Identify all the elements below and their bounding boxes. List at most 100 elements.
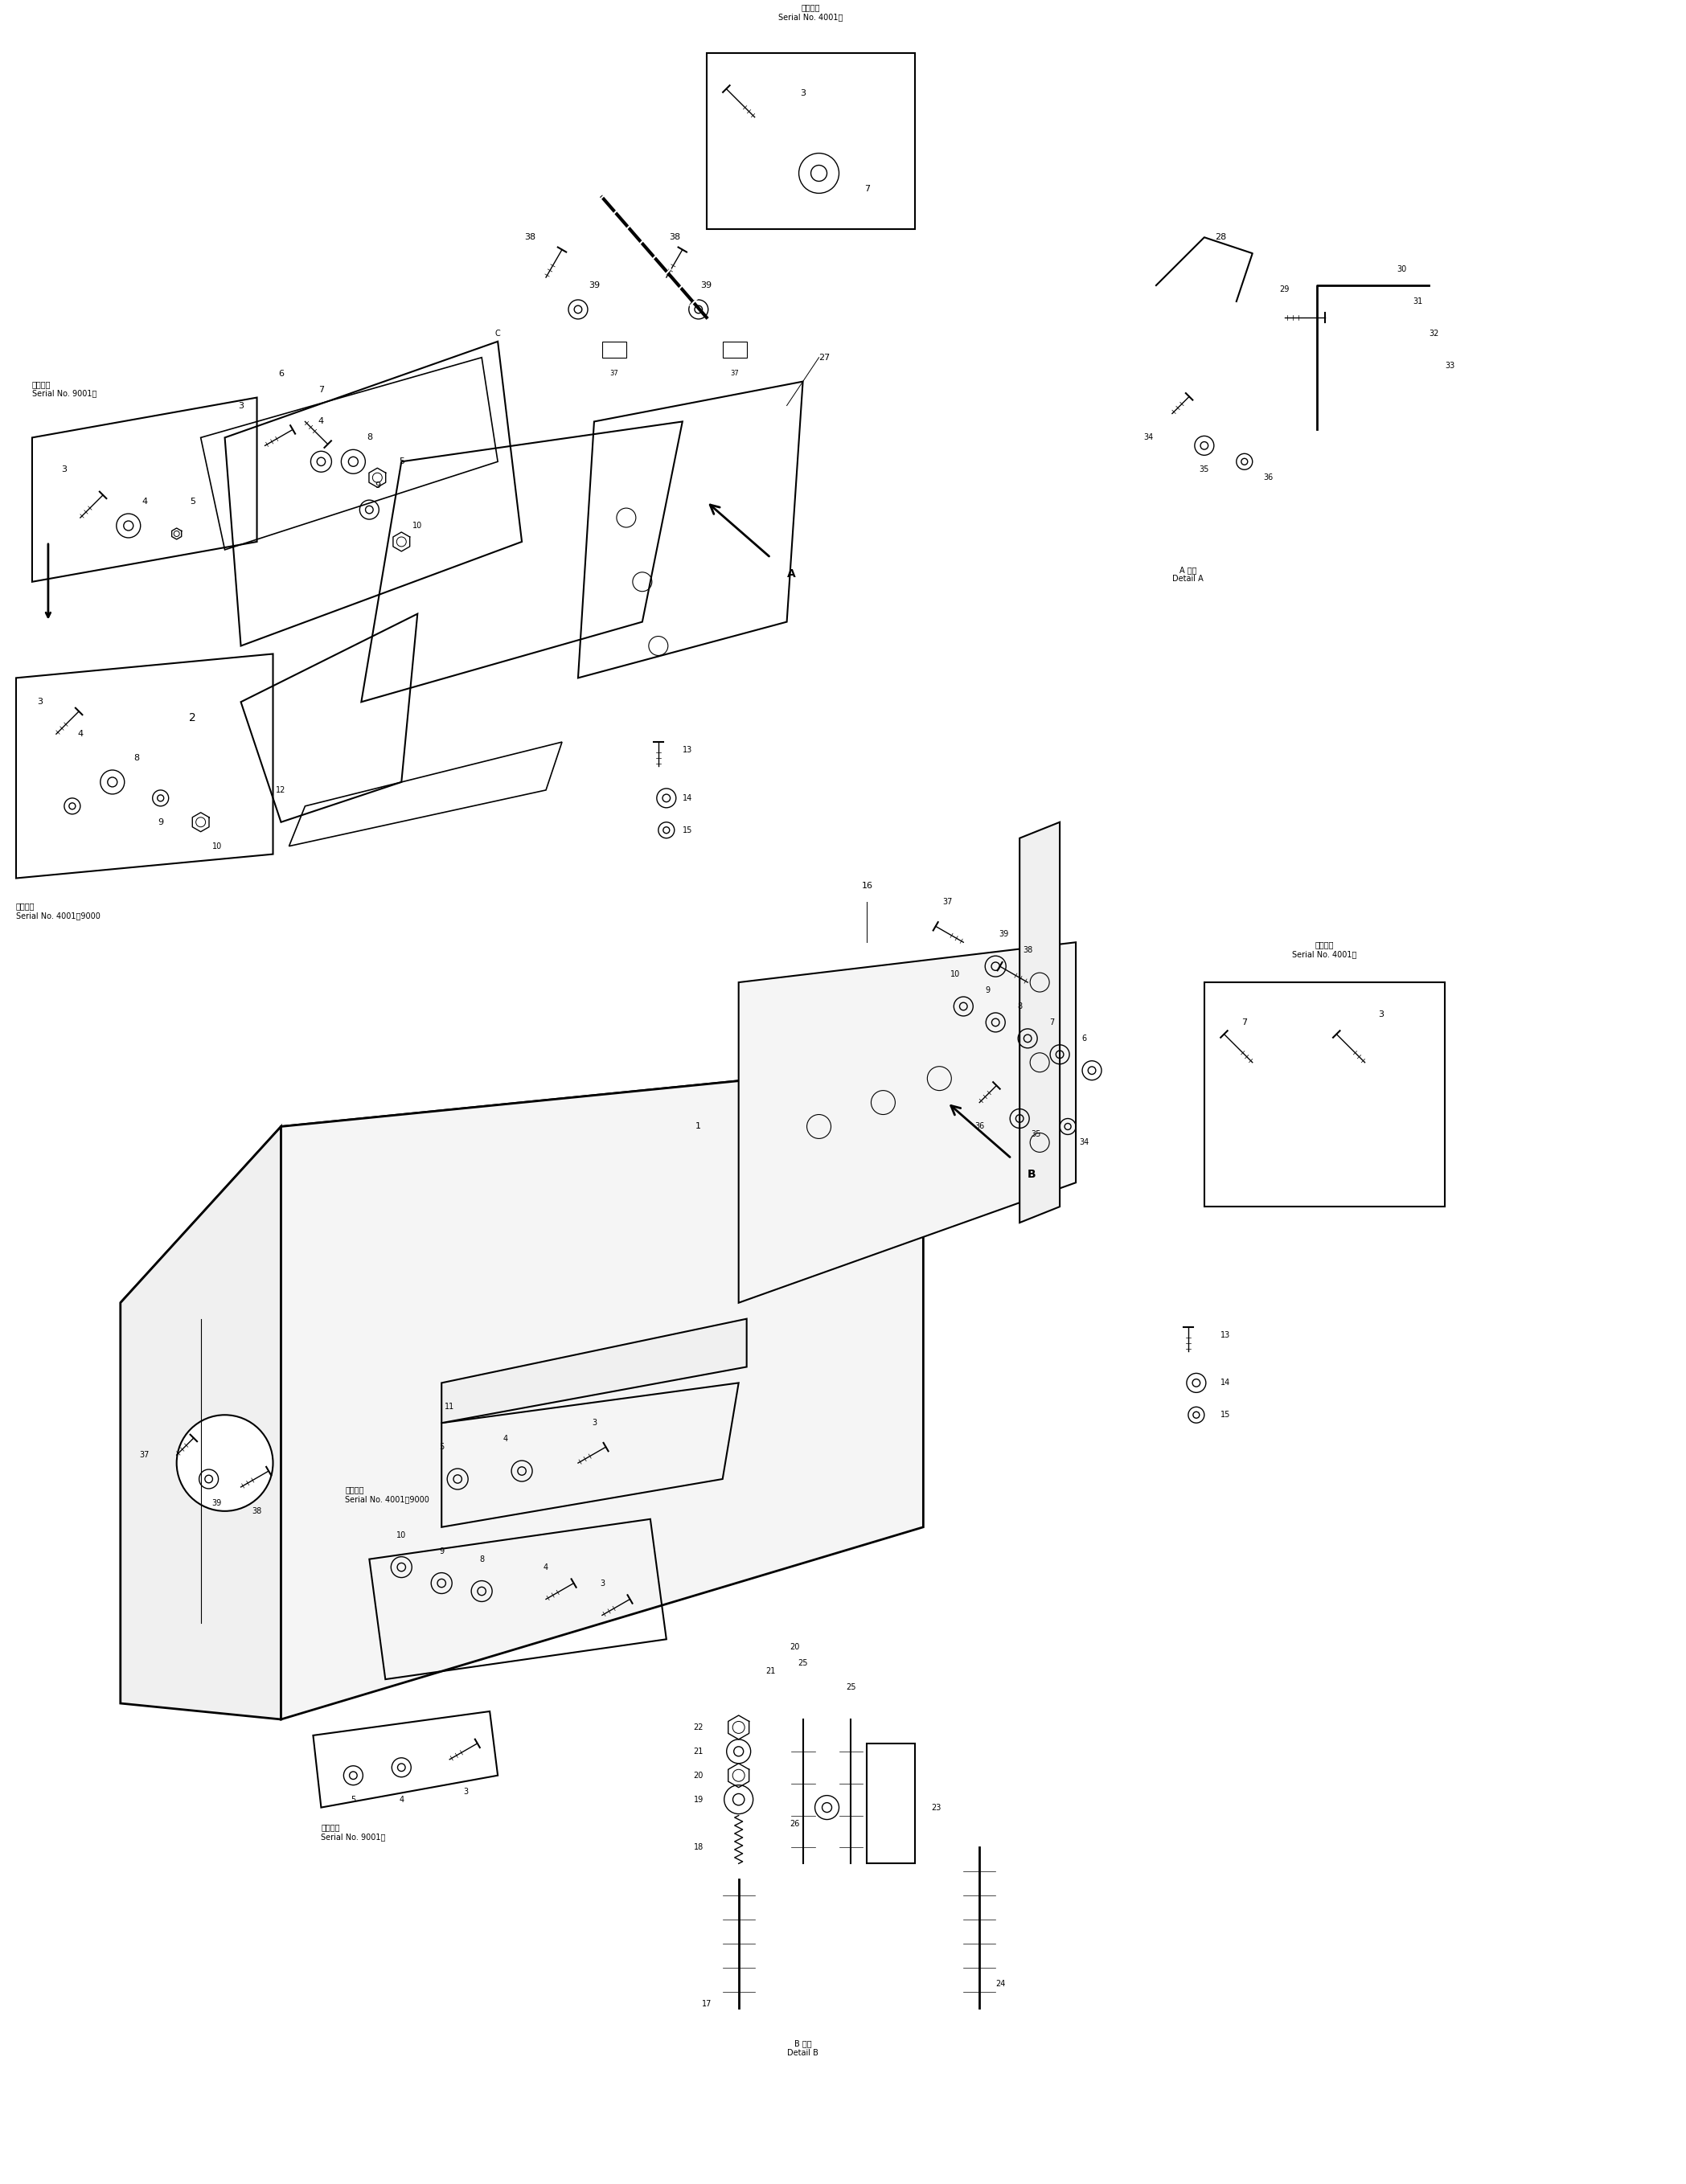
Text: 6: 6 (278, 369, 283, 378)
Text: 7: 7 (865, 186, 870, 192)
Text: 8: 8 (133, 753, 140, 762)
Text: 適用号機
Serial No. 9001～: 適用号機 Serial No. 9001～ (320, 1824, 386, 1841)
Text: 8: 8 (1017, 1002, 1022, 1011)
Text: 3: 3 (1377, 1011, 1384, 1018)
Text: 36: 36 (1263, 474, 1273, 483)
Text: 4: 4 (142, 498, 147, 507)
Text: 2: 2 (189, 712, 196, 723)
Text: 39: 39 (212, 1498, 221, 1507)
Text: 13: 13 (1221, 1330, 1231, 1339)
Text: 26: 26 (789, 1819, 799, 1828)
Text: 15: 15 (1221, 1411, 1231, 1420)
Text: 22: 22 (693, 1723, 703, 1732)
Text: 21: 21 (693, 1747, 703, 1756)
Text: 15: 15 (683, 826, 693, 834)
Text: 20: 20 (789, 1642, 799, 1651)
Text: 8: 8 (366, 435, 373, 441)
Polygon shape (282, 1061, 924, 1719)
Text: A 詳細
Detail A: A 詳細 Detail A (1172, 566, 1204, 583)
Text: 38: 38 (251, 1507, 261, 1516)
Text: B: B (1028, 1168, 1037, 1179)
Text: 11: 11 (445, 1402, 455, 1411)
Polygon shape (442, 1319, 747, 1424)
Text: 12: 12 (277, 786, 287, 795)
Bar (867, 1743, 915, 1863)
Text: C: C (496, 330, 501, 339)
Text: 39: 39 (588, 282, 600, 290)
Text: 35: 35 (1199, 465, 1209, 474)
Text: 16: 16 (862, 882, 873, 891)
Text: 3: 3 (592, 1420, 597, 1426)
Text: 23: 23 (931, 1804, 941, 1811)
Text: 25: 25 (846, 1684, 856, 1690)
Text: 36: 36 (975, 1123, 985, 1131)
Text: 37: 37 (730, 369, 738, 378)
Text: 5: 5 (398, 459, 405, 465)
Text: 17: 17 (701, 2001, 711, 2007)
Text: 3: 3 (801, 90, 806, 96)
Text: 20: 20 (693, 1771, 703, 1780)
Text: 31: 31 (1413, 297, 1423, 306)
Text: 34: 34 (1143, 435, 1153, 441)
Text: 1: 1 (696, 1123, 701, 1131)
Text: 27: 27 (819, 354, 831, 363)
Polygon shape (738, 941, 1076, 1304)
Text: 5: 5 (351, 1795, 356, 1804)
Bar (723, 341, 747, 358)
Text: 39: 39 (998, 930, 1008, 939)
Text: 29: 29 (1280, 286, 1290, 293)
Text: 5: 5 (438, 1444, 443, 1450)
Text: 10: 10 (396, 1531, 406, 1540)
Text: 3: 3 (61, 465, 67, 474)
Text: A: A (787, 568, 796, 579)
Text: 14: 14 (683, 795, 693, 802)
Text: 適用号機
Serial No. 4001～9000: 適用号機 Serial No. 4001～9000 (346, 1485, 430, 1503)
Text: 38: 38 (1023, 946, 1032, 954)
Text: 32: 32 (1430, 330, 1440, 339)
Text: 33: 33 (1445, 363, 1455, 369)
Text: 37: 37 (610, 369, 619, 378)
Text: 21: 21 (765, 1666, 776, 1675)
Text: 37: 37 (140, 1450, 150, 1459)
Text: 7: 7 (1049, 1018, 1054, 1026)
Text: 9: 9 (158, 819, 164, 826)
Text: 4: 4 (78, 729, 83, 738)
Text: 24: 24 (995, 1979, 1005, 1987)
Text: 4: 4 (400, 1795, 405, 1804)
Text: 適用号機
Serial No. 4001～: 適用号機 Serial No. 4001～ (1293, 941, 1357, 959)
Text: 10: 10 (951, 970, 961, 978)
Text: 25: 25 (797, 1660, 808, 1666)
Text: 3: 3 (37, 699, 42, 705)
Text: 9: 9 (438, 1546, 443, 1555)
Text: 10: 10 (413, 522, 423, 531)
Text: 7: 7 (1241, 1018, 1248, 1026)
Text: B 詳細
Detail B: B 詳細 Detail B (787, 2040, 818, 2057)
Bar (602, 341, 626, 358)
Text: 4: 4 (319, 417, 324, 426)
Text: 4: 4 (504, 1435, 507, 1444)
Text: 37: 37 (942, 898, 953, 906)
Text: 5: 5 (191, 498, 196, 507)
Text: 適用号機
Serial No. 4001～9000: 適用号機 Serial No. 4001～9000 (17, 902, 101, 919)
Text: 3: 3 (600, 1579, 605, 1588)
Text: 7: 7 (319, 387, 324, 393)
Text: 適用号機
Serial No. 4001～: 適用号機 Serial No. 4001～ (779, 4, 843, 22)
Text: 9: 9 (374, 483, 381, 489)
Text: 38: 38 (669, 234, 679, 242)
Text: 適用号機
Serial No. 9001～: 適用号機 Serial No. 9001～ (32, 380, 96, 397)
Text: 18: 18 (693, 1843, 703, 1852)
Polygon shape (442, 1382, 738, 1527)
Text: 10: 10 (212, 843, 221, 850)
Text: 28: 28 (1214, 234, 1226, 242)
Text: 19: 19 (693, 1795, 703, 1804)
Text: 6: 6 (1081, 1035, 1086, 1042)
Text: 3: 3 (464, 1787, 469, 1795)
Text: 4: 4 (543, 1564, 548, 1570)
Text: 30: 30 (1398, 264, 1406, 273)
Text: 38: 38 (524, 234, 536, 242)
Circle shape (177, 1415, 273, 1511)
Text: 13: 13 (683, 747, 693, 753)
Text: 3: 3 (238, 402, 244, 411)
Polygon shape (1020, 821, 1060, 1223)
Text: 34: 34 (1079, 1138, 1089, 1147)
